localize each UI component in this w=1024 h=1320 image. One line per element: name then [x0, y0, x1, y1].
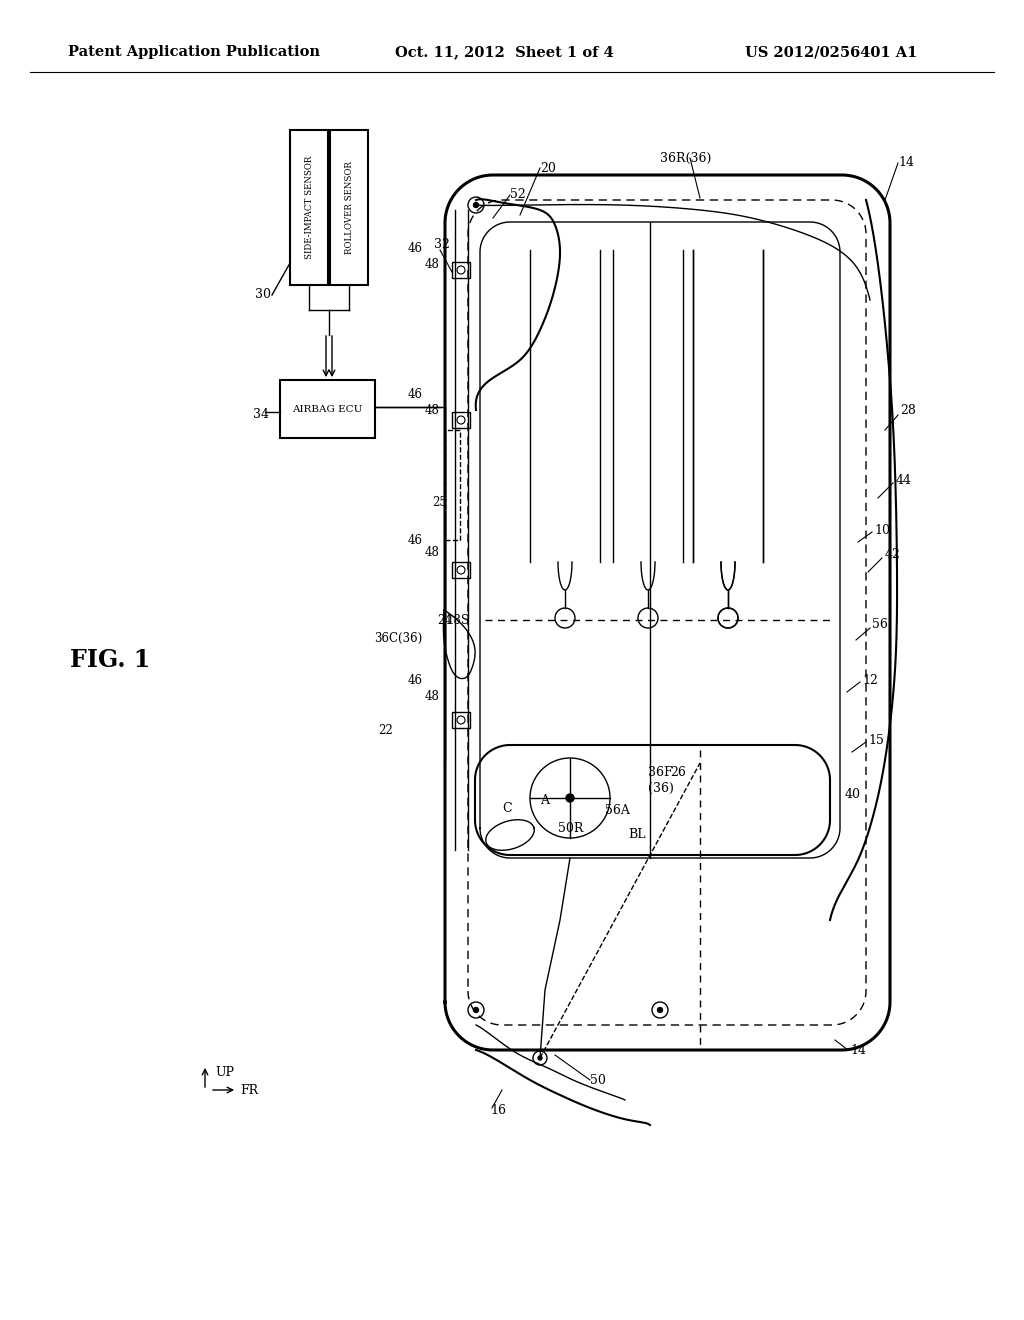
- Circle shape: [473, 1007, 478, 1012]
- Text: 30: 30: [255, 289, 271, 301]
- Text: 16: 16: [490, 1104, 506, 1117]
- Text: 48: 48: [425, 404, 440, 417]
- Text: 46: 46: [408, 673, 423, 686]
- Text: 44: 44: [896, 474, 912, 487]
- Text: BL: BL: [628, 829, 645, 842]
- Text: 46: 46: [408, 388, 423, 401]
- Text: Oct. 11, 2012  Sheet 1 of 4: Oct. 11, 2012 Sheet 1 of 4: [395, 45, 613, 59]
- Circle shape: [473, 202, 478, 207]
- Text: 26: 26: [670, 767, 686, 780]
- Text: S: S: [461, 614, 469, 627]
- Text: Patent Application Publication: Patent Application Publication: [68, 45, 319, 59]
- Text: 48: 48: [425, 259, 440, 272]
- Text: 25: 25: [432, 496, 446, 510]
- Bar: [280, 380, 375, 438]
- Text: 34: 34: [253, 408, 269, 421]
- Text: 28: 28: [900, 404, 915, 417]
- Circle shape: [538, 1056, 542, 1060]
- Text: 52: 52: [510, 189, 525, 202]
- Bar: [290, 129, 328, 285]
- Text: 56A: 56A: [605, 804, 630, 817]
- Text: AIRBAG ECU: AIRBAG ECU: [292, 404, 362, 413]
- Text: 48: 48: [425, 546, 440, 560]
- Text: A: A: [540, 793, 549, 807]
- Text: 46: 46: [408, 242, 423, 255]
- Text: 40: 40: [845, 788, 861, 801]
- Text: 24: 24: [437, 614, 452, 627]
- Circle shape: [566, 795, 574, 803]
- Text: 18: 18: [447, 614, 462, 627]
- Text: FIG. 1: FIG. 1: [70, 648, 151, 672]
- Text: 20: 20: [540, 161, 556, 174]
- Text: (36): (36): [648, 781, 674, 795]
- Text: US 2012/0256401 A1: US 2012/0256401 A1: [745, 45, 918, 59]
- Text: UP: UP: [215, 1065, 234, 1078]
- Text: 14: 14: [850, 1044, 866, 1056]
- Text: 46: 46: [408, 533, 423, 546]
- Text: 56: 56: [872, 619, 888, 631]
- Text: SIDE-IMPACT SENSOR: SIDE-IMPACT SENSOR: [304, 156, 313, 259]
- Text: 50R: 50R: [558, 821, 584, 834]
- Text: 36R(36): 36R(36): [660, 152, 712, 165]
- Text: 15: 15: [868, 734, 884, 747]
- Text: FR: FR: [240, 1084, 258, 1097]
- Text: 36C(36): 36C(36): [374, 631, 422, 644]
- Text: 42: 42: [885, 549, 901, 561]
- Bar: [452, 261, 470, 279]
- Bar: [452, 562, 470, 578]
- Bar: [452, 711, 470, 729]
- Text: 32: 32: [434, 239, 450, 252]
- Bar: [445, 430, 460, 540]
- Circle shape: [657, 1007, 663, 1012]
- Text: 36F: 36F: [648, 767, 673, 780]
- Bar: [330, 129, 368, 285]
- Text: C: C: [502, 801, 512, 814]
- Text: 10: 10: [874, 524, 890, 536]
- Text: 14: 14: [898, 157, 914, 169]
- Text: ROLLOVER SENSOR: ROLLOVER SENSOR: [344, 161, 353, 253]
- Text: 12: 12: [862, 673, 878, 686]
- Text: 48: 48: [425, 689, 440, 702]
- Text: 50: 50: [590, 1073, 606, 1086]
- Bar: [452, 412, 470, 428]
- Text: 22: 22: [378, 723, 393, 737]
